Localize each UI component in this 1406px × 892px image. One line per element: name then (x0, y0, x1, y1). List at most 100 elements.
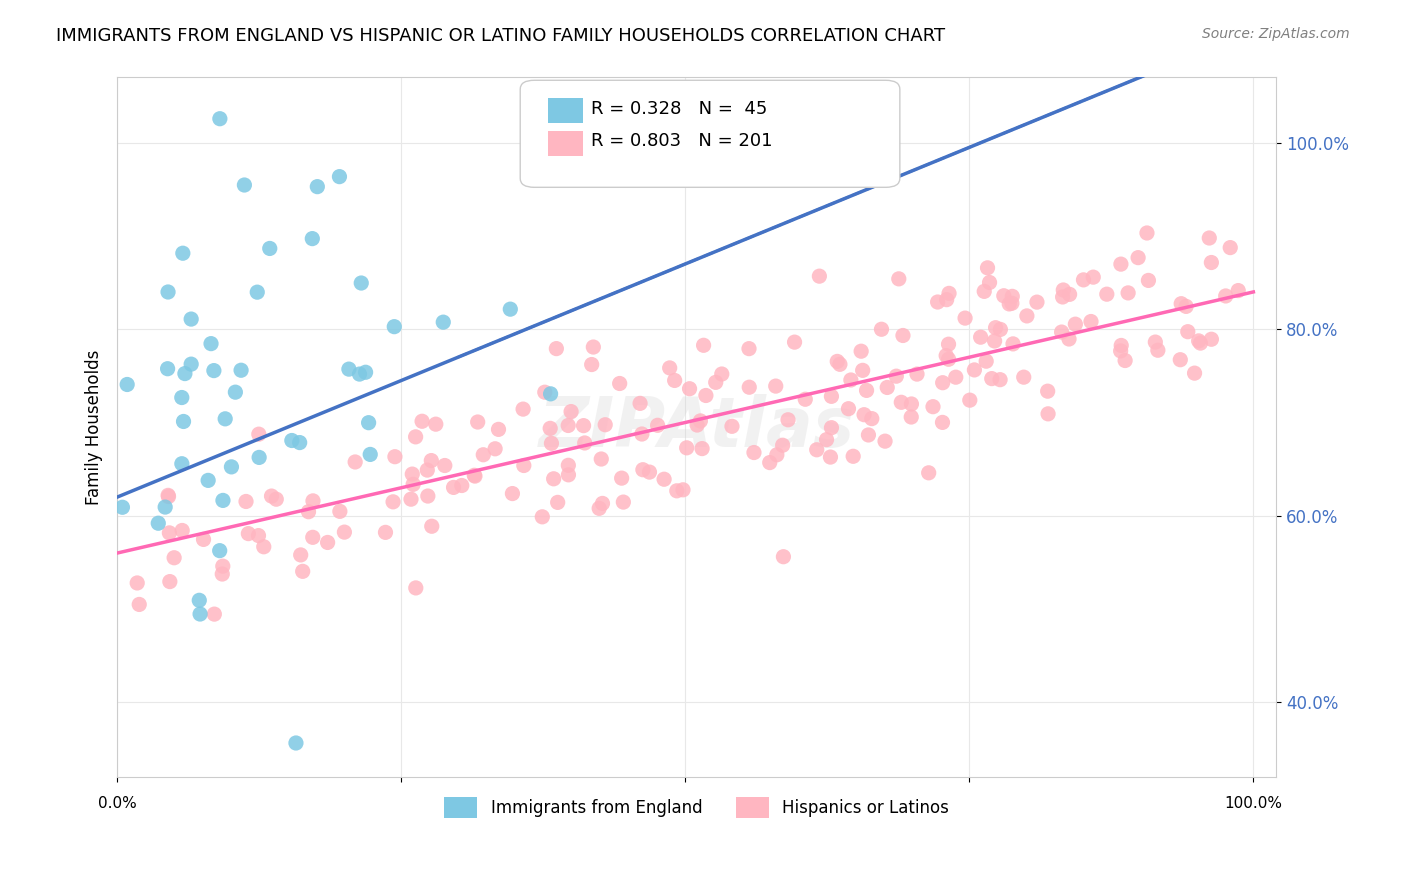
Point (208, 543, 231, 558)
Point (374, 525, 396, 540)
Point (357, 416, 380, 430)
Point (935, 349, 957, 363)
Point (984, 320, 1007, 334)
Point (1116, 285, 1139, 300)
Point (420, 453, 443, 467)
Point (1064, 317, 1087, 331)
Point (1083, 270, 1105, 285)
Point (533, 385, 555, 400)
Point (543, 472, 565, 486)
Point (689, 414, 711, 428)
Point (1188, 334, 1211, 348)
Point (631, 463, 654, 477)
Point (463, 468, 485, 483)
Point (1168, 352, 1191, 367)
Point (211, 567, 233, 582)
Point (900, 397, 922, 411)
Point (1201, 332, 1223, 346)
Point (170, 457, 193, 471)
Point (990, 322, 1012, 336)
Point (259, 242, 281, 256)
Point (855, 384, 877, 398)
Point (540, 436, 562, 450)
Point (472, 448, 495, 462)
Point (163, 550, 186, 565)
Point (1109, 257, 1132, 271)
Point (416, 463, 439, 477)
Point (631, 427, 654, 442)
Point (905, 367, 928, 381)
Point (610, 471, 633, 485)
Point (678, 382, 700, 396)
Point (359, 447, 381, 461)
Point (467, 415, 489, 429)
Point (382, 495, 405, 509)
Point (281, 434, 304, 448)
Point (401, 467, 423, 482)
Text: ZIPAtlas: ZIPAtlas (538, 393, 855, 460)
Point (557, 458, 579, 473)
Point (288, 435, 311, 450)
Text: R = 0.328   N =  45: R = 0.328 N = 45 (591, 100, 766, 118)
Point (979, 276, 1001, 290)
Point (692, 338, 714, 352)
Point (853, 408, 876, 422)
Point (238, 526, 260, 541)
Point (302, 494, 325, 508)
Point (922, 400, 945, 414)
Point (170, 391, 193, 405)
Point (891, 328, 914, 343)
Point (973, 285, 995, 299)
Point (200, 336, 222, 351)
Point (540, 387, 562, 401)
Point (1144, 334, 1167, 349)
Point (884, 369, 907, 384)
Point (159, 574, 181, 589)
Point (572, 418, 595, 433)
Point (998, 297, 1021, 311)
Point (197, 474, 219, 488)
Text: R = 0.803   N = 201: R = 0.803 N = 201 (591, 132, 772, 150)
Point (1189, 336, 1212, 351)
Point (591, 452, 613, 467)
Point (233, 178, 256, 192)
Point (887, 272, 910, 286)
Point (531, 509, 554, 524)
Point (1215, 289, 1237, 303)
Point (890, 395, 912, 409)
Point (721, 419, 744, 434)
Point (425, 417, 447, 432)
Point (776, 413, 799, 427)
Point (546, 342, 568, 356)
Point (354, 365, 377, 379)
Point (180, 312, 202, 326)
Point (173, 415, 195, 429)
Point (1219, 241, 1241, 255)
Point (202, 607, 225, 621)
Point (1015, 309, 1038, 323)
Point (246, 285, 269, 300)
Point (1136, 226, 1159, 240)
Point (647, 418, 669, 433)
Point (172, 246, 194, 260)
Point (938, 286, 960, 301)
Point (208, 112, 231, 126)
Point (772, 549, 794, 564)
Point (738, 342, 761, 356)
Point (927, 295, 949, 310)
Point (399, 492, 422, 507)
Point (127, 576, 149, 591)
Point (837, 401, 859, 416)
Point (157, 488, 180, 502)
Point (350, 276, 373, 290)
Point (484, 442, 506, 456)
Point (148, 516, 170, 531)
Point (297, 505, 319, 519)
Point (333, 525, 356, 540)
Point (1052, 283, 1074, 297)
Point (188, 607, 211, 621)
Point (665, 483, 688, 498)
Point (111, 500, 134, 515)
Point (157, 525, 180, 540)
Point (1137, 273, 1160, 287)
